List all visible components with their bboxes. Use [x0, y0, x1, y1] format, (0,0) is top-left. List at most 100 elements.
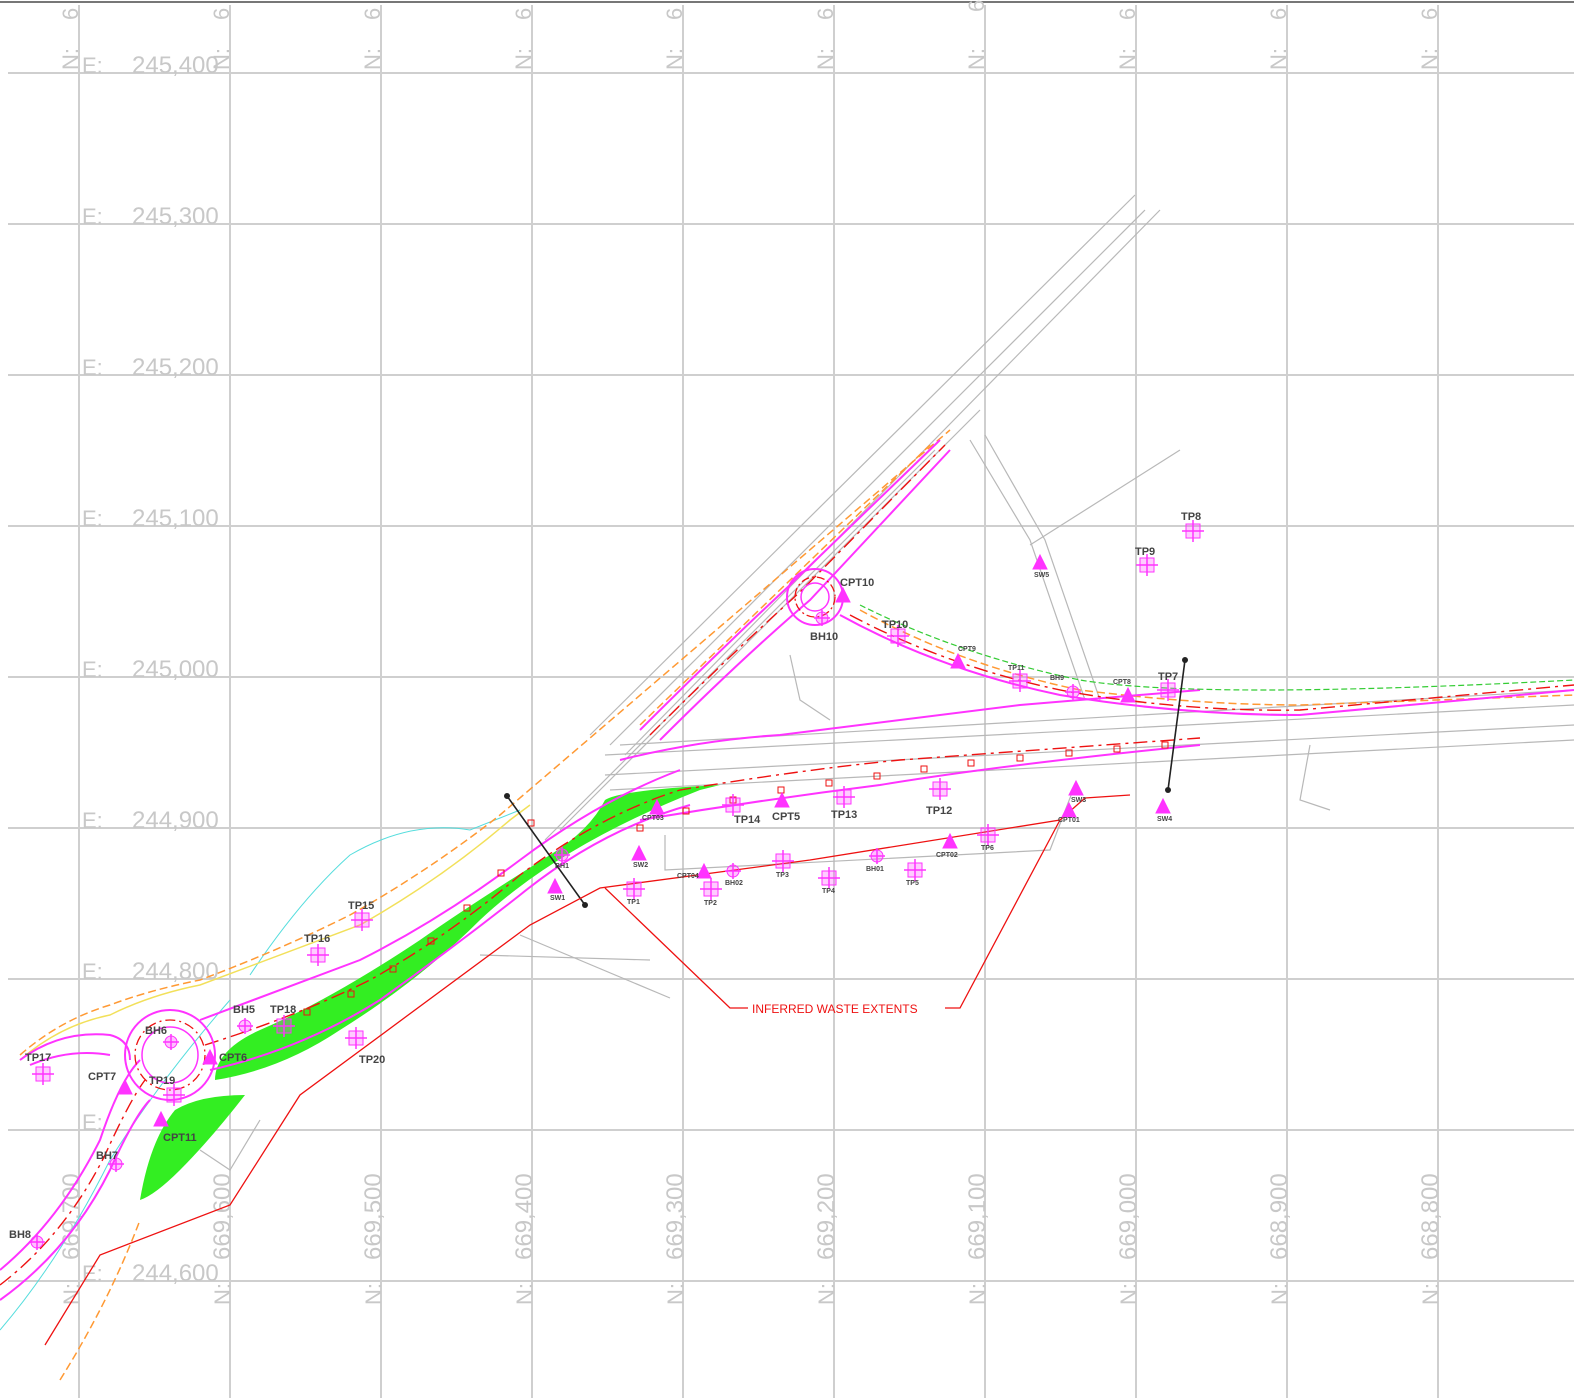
- point-label: BH9: [1050, 675, 1064, 682]
- point-label: BH02: [725, 880, 743, 887]
- northing-label-669100: 669,100: [964, 1173, 991, 1260]
- existing-road-edge: [609, 739, 1574, 791]
- cpt-icon: [696, 862, 712, 879]
- cpt-marker: CPT04: [677, 862, 712, 880]
- earthworks-outline: [59, 1219, 141, 1381]
- northing-prefix: N:: [59, 1283, 84, 1305]
- road-centreline: [649, 444, 946, 736]
- chainage-marker: [1065, 749, 1073, 757]
- chainage-marker: [463, 904, 471, 912]
- carriageway-edge: [639, 439, 941, 731]
- northing-label-669700: 669,700: [58, 1173, 85, 1260]
- northing-clipped-digit: 6: [813, 8, 838, 20]
- existing-track: [984, 434, 1101, 701]
- road-centreline: [849, 614, 1574, 711]
- existing-road-edge: [604, 724, 1574, 776]
- northing-clipped-digit: 6: [1417, 8, 1442, 20]
- borehole-marker: BH10: [810, 610, 838, 643]
- chainage-marker: [777, 786, 785, 794]
- easting-prefix: E:: [82, 959, 103, 984]
- existing-road-edge: [604, 704, 1574, 756]
- trial-pit-marker: TP12: [926, 778, 952, 817]
- point-label: CPT03: [642, 815, 664, 822]
- chainage-marker: [873, 772, 881, 780]
- existing-boundary: [1299, 744, 1331, 811]
- easting-labels: E: 245,400 E: 245,300 E: 245,200 E: 245,…: [82, 52, 219, 1287]
- carriageway-edge: [839, 614, 1574, 717]
- point-label: TP16: [304, 933, 330, 945]
- cpt-icon: [631, 844, 647, 861]
- northing-prefix: N:: [361, 1283, 386, 1305]
- borehole-marker: BH1: [554, 847, 570, 870]
- roundabout-west-outer: [124, 1009, 216, 1101]
- cpt-marker: CPT9: [950, 646, 976, 669]
- northing-bottom-labels: 669,700 669,600 669,500 669,400 669,300 …: [58, 1173, 1444, 1305]
- cpt-icon: [1068, 779, 1084, 796]
- chainage-marker: [636, 824, 644, 832]
- easting-label-244900: 244,900: [132, 807, 219, 834]
- easting-label-244600: 244,600: [132, 1260, 219, 1287]
- existing-boundary: [789, 654, 831, 721]
- carriageway-edge: [19, 1033, 131, 1061]
- northing-clipped-digit: 6: [662, 8, 687, 20]
- point-label: TP13: [831, 809, 857, 821]
- existing-road-edge: [609, 209, 1146, 746]
- roundabout-west-centreline: [134, 1019, 206, 1091]
- northing-label-669200: 669,200: [813, 1173, 840, 1260]
- cpt-icon: [547, 877, 563, 894]
- point-label: TP4: [822, 888, 835, 895]
- trial-pit-marker: TP6: [977, 824, 999, 852]
- cpt-icon: [835, 586, 851, 603]
- section-marker: [1165, 787, 1171, 793]
- carriageway-edge: [209, 804, 691, 1071]
- cpt-icon: [1061, 801, 1077, 818]
- easting-prefix: E:: [82, 53, 103, 78]
- point-label: TP19: [149, 1075, 175, 1087]
- cpt-marker: SW3: [1068, 779, 1086, 804]
- trial-pit-marker: TP8: [1181, 511, 1204, 542]
- cpt-marker: CPT03: [642, 798, 665, 822]
- roundabout-north-inner: [800, 582, 830, 612]
- cpt-marker: SW5: [1032, 553, 1049, 579]
- cpt-icon: [153, 1110, 169, 1127]
- northing-clipped-digit: 6: [360, 8, 385, 20]
- carriageway-edge: [639, 744, 1201, 821]
- northing-label-668900: 668,900: [1266, 1173, 1293, 1260]
- point-label: CPT01: [1058, 817, 1080, 824]
- point-label: CPT04: [677, 873, 699, 880]
- easting-prefix: E:: [82, 808, 103, 833]
- chainage-marker: [825, 779, 833, 787]
- earthworks-outline: [639, 444, 931, 726]
- point-label: BH01: [866, 866, 884, 873]
- northing-prefix: N:: [814, 1283, 839, 1305]
- northing-label-668800: 668,800: [1417, 1173, 1444, 1260]
- cross-section-line: [506, 795, 586, 906]
- northing-prefix: N:: [1267, 1283, 1292, 1305]
- cpt-marker: CPT01: [1058, 801, 1080, 824]
- existing-boundary: [479, 954, 651, 961]
- traffic-island-south: [140, 1095, 245, 1200]
- northing-prefix: N:: [964, 48, 989, 70]
- trial-pit-marker: TP14: [722, 794, 761, 826]
- northing-clipped-digit: 6: [58, 8, 83, 20]
- northing-clipped-digit: 6: [209, 8, 234, 20]
- cpt-marker: CPT02: [936, 832, 958, 859]
- point-label: TP17: [25, 1052, 51, 1064]
- point-label: SW5: [1034, 572, 1049, 579]
- easting-prefix: E:: [82, 1110, 103, 1135]
- easting-label-245200: 245,200: [132, 354, 219, 381]
- waste-extents-label: INFERRED WASTE EXTENTS: [752, 1002, 918, 1016]
- cpt-marker: CPT5: [772, 791, 800, 823]
- point-label: TP5: [906, 880, 919, 887]
- borehole-marker: BH5: [233, 1004, 255, 1034]
- northing-clipped-digit: 6: [511, 8, 536, 20]
- point-label: TP14: [734, 814, 761, 826]
- borehole-marker: BH01: [866, 848, 885, 873]
- existing-boundary: [199, 1119, 261, 1171]
- trial-pit-marker: TP4: [818, 867, 840, 895]
- trial-pit-marker: TP11: [1008, 665, 1031, 692]
- northing-prefix: N:: [662, 48, 687, 70]
- northing-prefix: N:: [1116, 1283, 1141, 1305]
- easting-prefix: E:: [82, 506, 103, 531]
